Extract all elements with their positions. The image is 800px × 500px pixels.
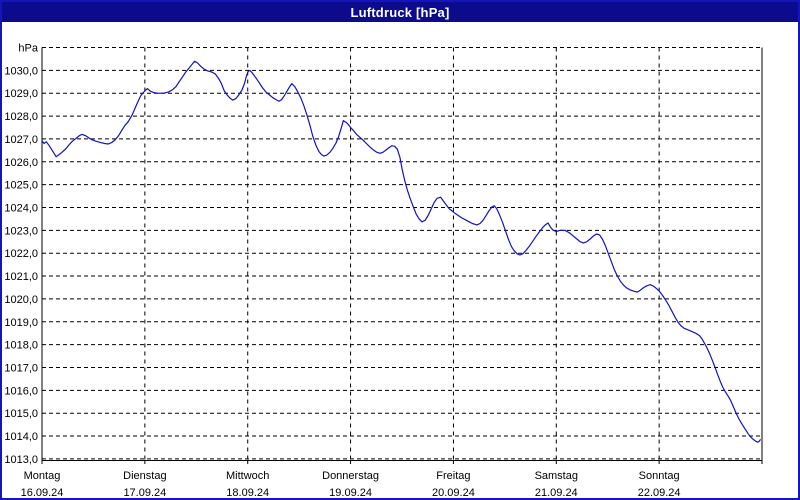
pressure-series-line — [41, 60, 761, 443]
y-axis-tick-label: 1029,0 — [4, 88, 38, 100]
y-axis-tick-label: 1027,0 — [4, 134, 38, 146]
x-axis-day-label: Mittwoch — [226, 470, 269, 482]
y-axis-tick-label: 1018,0 — [4, 340, 38, 352]
y-axis-tick-label: 1024,0 — [4, 202, 38, 214]
x-axis-day-label: Freitag — [436, 470, 470, 482]
x-axis-day-label: Sonntag — [639, 470, 680, 482]
y-axis-tick-label: 1022,0 — [4, 248, 38, 260]
y-axis-tick-label: 1020,0 — [4, 294, 38, 306]
x-axis-date-label: 17.09.24 — [123, 487, 166, 498]
x-axis-day-label: Donnerstag — [322, 470, 379, 482]
x-axis-day-label: Dienstag — [123, 470, 166, 482]
y-axis-tick-label: 1014,0 — [4, 431, 38, 443]
y-axis-tick-label: 1019,0 — [4, 317, 38, 329]
y-axis-tick-label: 1021,0 — [4, 271, 38, 283]
y-axis-tick-label: 1023,0 — [4, 225, 38, 237]
title-bar: Luftdruck [hPa] — [2, 2, 798, 22]
x-axis-date-label: 20.09.24 — [432, 487, 475, 498]
y-axis-tick-label: 1025,0 — [4, 180, 38, 192]
y-axis-tick-label: 1013,0 — [4, 454, 38, 466]
x-axis-date-label: 21.09.24 — [535, 487, 578, 498]
y-axis-tick-label: 1016,0 — [4, 385, 38, 397]
x-axis-date-label: 16.09.24 — [21, 487, 64, 498]
y-axis-unit-label: hPa — [18, 43, 38, 55]
y-axis-tick-label: 1026,0 — [4, 157, 38, 169]
y-axis-tick-label: 1017,0 — [4, 362, 38, 374]
y-axis-tick-label: 1030,0 — [4, 65, 38, 77]
y-axis-tick-label: 1015,0 — [4, 408, 38, 420]
x-axis-day-label: Montag — [24, 470, 61, 482]
x-axis-date-label: 22.09.24 — [638, 487, 681, 498]
x-axis-day-label: Samstag — [535, 470, 578, 482]
y-axis-tick-label: 1028,0 — [4, 111, 38, 123]
x-axis-date-label: 19.09.24 — [329, 487, 372, 498]
window-title: Luftdruck [hPa] — [350, 4, 450, 20]
x-axis-date-label: 18.09.24 — [226, 487, 269, 498]
